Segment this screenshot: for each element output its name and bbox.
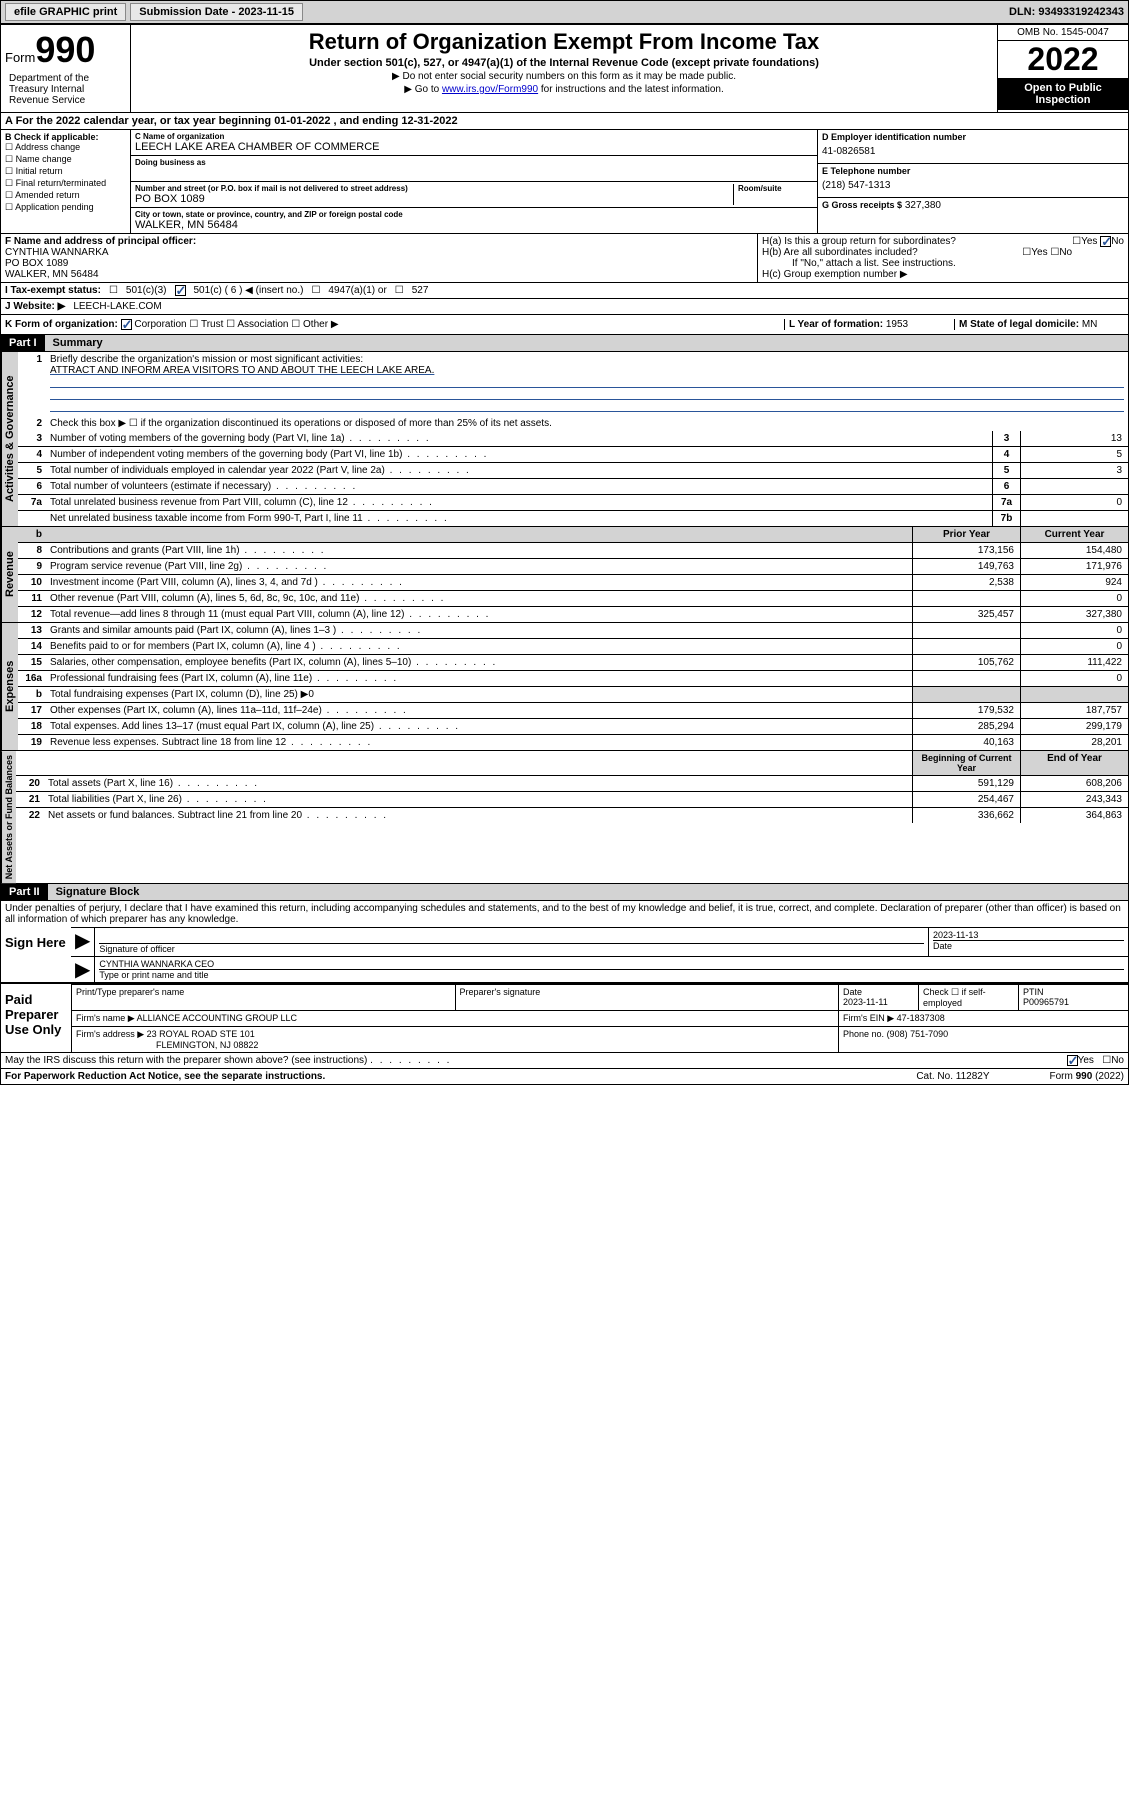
501c-checkbox[interactable] [175, 285, 186, 296]
section-revenue: Revenue b Prior Year Current Year 8Contr… [0, 527, 1129, 623]
submission-date-button[interactable]: Submission Date - 2023-11-15 [130, 3, 303, 21]
date-label: Date [933, 941, 1124, 951]
vlabel-netassets: Net Assets or Fund Balances [1, 751, 16, 883]
irs-link[interactable]: www.irs.gov/Form990 [442, 84, 538, 95]
year-formation: 1953 [886, 319, 908, 330]
paid-preparer-label: Paid Preparer Use Only [1, 984, 71, 1052]
sig-date: 2023-11-13 [933, 930, 1124, 941]
paperwork-notice: For Paperwork Reduction Act Notice, see … [5, 1071, 916, 1082]
org-city: WALKER, MN 56484 [135, 219, 813, 231]
label-org-name: C Name of organization [135, 132, 813, 141]
prior-year-hdr: Prior Year [912, 527, 1020, 542]
hb-label: H(b) Are all subordinates included? [762, 247, 918, 258]
firm-addr1: 23 ROYAL ROAD STE 101 [147, 1029, 255, 1039]
firm-phone: (908) 751-7090 [887, 1029, 949, 1039]
corp-checkbox[interactable] [121, 319, 132, 330]
ptin-value: P00965791 [1023, 997, 1069, 1007]
dept-treasury: Department of the Treasury Internal Reve… [5, 71, 126, 108]
efile-button[interactable]: efile GRAPHIC print [5, 3, 126, 21]
officer-name: CYNTHIA WANNARKA [5, 247, 109, 258]
firm-ein: 47-1837308 [897, 1013, 945, 1023]
row-klm: K Form of organization: Corporation ☐ Tr… [0, 315, 1129, 335]
open-public-badge: Open to Public Inspection [998, 78, 1128, 110]
section-netassets: Net Assets or Fund Balances Beginning of… [0, 751, 1129, 884]
may-irs-yes-checkbox[interactable] [1067, 1055, 1078, 1066]
label-ein: D Employer identification number [822, 132, 1124, 142]
gross-receipts: 327,380 [905, 200, 941, 211]
omb-number: OMB No. 1545-0047 [998, 25, 1128, 41]
form-header: Form990 Department of the Treasury Inter… [0, 24, 1129, 113]
q1-text: Briefly describe the organization's miss… [50, 354, 363, 365]
officer-addr2: WALKER, MN 56484 [5, 269, 99, 280]
form-ref: Form 990 (2022) [1050, 1071, 1124, 1082]
part2-header: Part II Signature Block [0, 884, 1129, 901]
section-fh: F Name and address of principal officer:… [0, 234, 1129, 283]
section-bcdefg: B Check if applicable: ☐ Address change … [0, 130, 1129, 234]
label-room: Room/suite [738, 184, 813, 193]
footer: For Paperwork Reduction Act Notice, see … [0, 1069, 1129, 1085]
website-value: LEECH-LAKE.COM [73, 301, 161, 312]
ha-no-checkbox[interactable] [1100, 236, 1111, 247]
check-self-employed: Check ☐ if self-employed [918, 985, 1018, 1010]
row-a-tax-year: A For the 2022 calendar year, or tax yea… [0, 113, 1129, 130]
col-b-checkboxes: B Check if applicable: ☐ Address change … [1, 130, 131, 233]
cat-no: Cat. No. 11282Y [916, 1071, 989, 1082]
prep-name-label: Print/Type preparer's name [71, 985, 455, 1010]
part1-header: Part I Summary [0, 335, 1129, 352]
form-subtitle: Under section 501(c), 527, or 4947(a)(1)… [135, 57, 993, 69]
sig-arrow-icon: ▶ [71, 928, 94, 956]
sig-disclaimer: Under penalties of perjury, I declare th… [1, 901, 1128, 927]
q2-text: Check this box ▶ ☐ if the organization d… [46, 416, 1128, 431]
firm-addr2: FLEMINGTON, NJ 08822 [76, 1040, 258, 1050]
org-address: PO BOX 1089 [135, 193, 733, 205]
end-year-hdr: End of Year [1020, 751, 1128, 775]
section-governance: Activities & Governance 1 Briefly descri… [0, 352, 1129, 527]
row-i: I Tax-exempt status: ☐ 501(c)(3) 501(c) … [0, 283, 1129, 299]
sig-arrow-icon-2: ▶ [71, 957, 94, 982]
officer-name-title: CYNTHIA WANNARKA CEO [99, 959, 1124, 970]
label-officer: F Name and address of principal officer: [5, 236, 196, 247]
signature-section: Under penalties of perjury, I declare th… [0, 901, 1129, 1053]
label-dba: Doing business as [135, 158, 813, 167]
note-link: ▶ Go to www.irs.gov/Form990 for instruct… [135, 84, 993, 95]
sign-here-label: Sign Here [1, 927, 71, 982]
org-name: LEECH LAKE AREA CHAMBER OF COMMERCE [135, 141, 813, 153]
label-city: City or town, state or province, country… [135, 210, 813, 219]
ein-value: 41-0826581 [822, 142, 1124, 161]
section-expenses: Expenses 13Grants and similar amounts pa… [0, 623, 1129, 751]
form-title: Return of Organization Exempt From Incom… [135, 29, 993, 55]
note-ssn: ▶ Do not enter social security numbers o… [135, 71, 993, 82]
vlabel-revenue: Revenue [1, 527, 18, 622]
tax-year: 2022 [998, 41, 1128, 78]
ha-label: H(a) Is this a group return for subordin… [762, 236, 956, 247]
state-domicile: MN [1082, 319, 1098, 330]
vlabel-expenses: Expenses [1, 623, 18, 750]
firm-name: ALLIANCE ACCOUNTING GROUP LLC [137, 1013, 297, 1023]
hb-note: If "No," attach a list. See instructions… [762, 258, 1124, 269]
begin-year-hdr: Beginning of Current Year [912, 751, 1020, 775]
mission-text: ATTRACT AND INFORM AREA VISITORS TO AND … [50, 365, 434, 376]
sig-officer-label: Signature of officer [99, 944, 924, 954]
phone-value: (218) 547-1313 [822, 176, 1124, 195]
label-address: Number and street (or P.O. box if mail i… [135, 184, 733, 193]
label-phone: E Telephone number [822, 166, 1124, 176]
type-name-label: Type or print name and title [99, 970, 1124, 980]
prep-sig-label: Preparer's signature [455, 985, 839, 1010]
dln-text: DLN: 93493319242343 [1009, 6, 1124, 18]
header-bar: efile GRAPHIC print Submission Date - 20… [0, 0, 1129, 24]
vlabel-governance: Activities & Governance [1, 352, 18, 526]
label-gross: G Gross receipts $ [822, 200, 902, 210]
form-number: Form990 [5, 29, 126, 71]
may-irs-row: May the IRS discuss this return with the… [0, 1053, 1129, 1069]
current-year-hdr: Current Year [1020, 527, 1128, 542]
hc-label: H(c) Group exemption number ▶ [762, 269, 1124, 280]
officer-addr1: PO BOX 1089 [5, 258, 68, 269]
prep-date: 2023-11-11 [843, 997, 888, 1007]
row-j: J Website: ▶ LEECH-LAKE.COM [0, 299, 1129, 315]
